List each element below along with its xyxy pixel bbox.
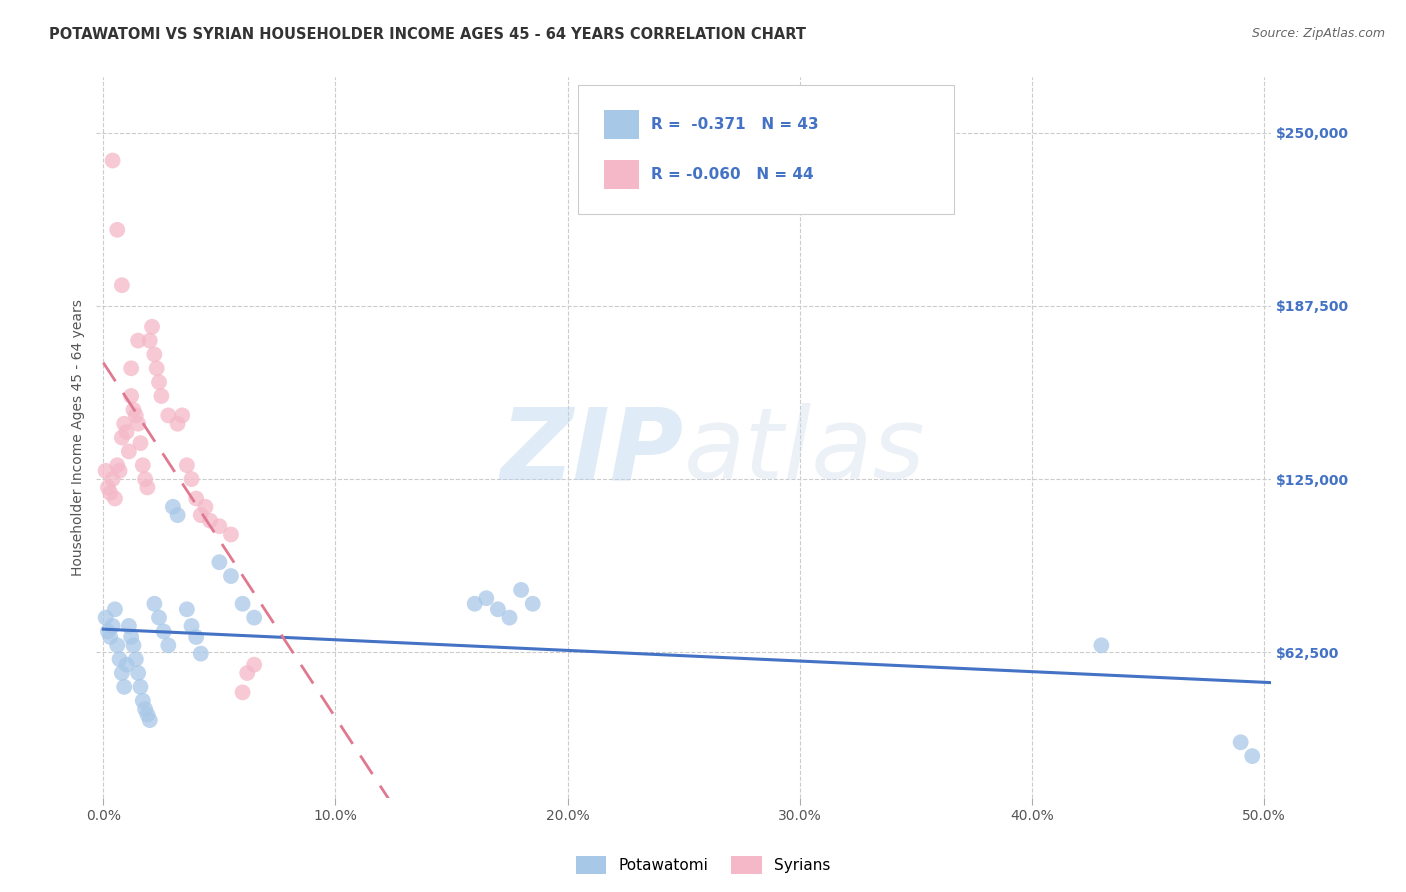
Point bbox=[186, 630, 208, 644]
Point bbox=[112, 417, 135, 431]
Point bbox=[190, 508, 212, 522]
Point bbox=[475, 591, 498, 606]
Point bbox=[243, 657, 266, 672]
Point bbox=[138, 334, 160, 348]
Bar bbox=[603, 110, 638, 138]
Bar bbox=[603, 161, 638, 189]
Point bbox=[120, 389, 142, 403]
Point bbox=[232, 597, 254, 611]
Point bbox=[104, 602, 127, 616]
Point bbox=[219, 527, 242, 541]
Point bbox=[118, 619, 141, 633]
Point bbox=[157, 409, 180, 423]
Point bbox=[108, 652, 131, 666]
Point bbox=[152, 624, 174, 639]
Point bbox=[122, 402, 145, 417]
Point bbox=[120, 630, 142, 644]
Point bbox=[498, 610, 520, 624]
Point bbox=[1241, 749, 1264, 764]
Point bbox=[232, 685, 254, 699]
Point bbox=[115, 425, 138, 439]
Point bbox=[148, 610, 170, 624]
Point bbox=[190, 647, 212, 661]
Point bbox=[208, 519, 231, 533]
Point bbox=[132, 694, 155, 708]
Point bbox=[98, 630, 121, 644]
Point bbox=[105, 458, 128, 473]
Point bbox=[101, 472, 124, 486]
Point bbox=[150, 389, 173, 403]
Point bbox=[464, 597, 486, 611]
Legend: Potawatomi, Syrians: Potawatomi, Syrians bbox=[569, 850, 837, 880]
Point bbox=[129, 680, 152, 694]
Point bbox=[176, 602, 198, 616]
Point bbox=[198, 514, 221, 528]
Text: atlas: atlas bbox=[683, 403, 925, 500]
Point bbox=[127, 666, 149, 681]
Point bbox=[132, 458, 155, 473]
Point bbox=[208, 555, 231, 569]
Point bbox=[162, 500, 184, 514]
Point bbox=[172, 409, 194, 423]
Point bbox=[136, 480, 159, 494]
Point bbox=[111, 431, 134, 445]
Point bbox=[111, 278, 134, 293]
Point bbox=[166, 508, 188, 522]
Point bbox=[105, 223, 128, 237]
Point bbox=[1090, 638, 1112, 652]
Point bbox=[180, 472, 202, 486]
Point bbox=[125, 409, 148, 423]
Point bbox=[166, 417, 188, 431]
Point bbox=[510, 582, 533, 597]
Point bbox=[111, 666, 134, 681]
Point bbox=[94, 464, 117, 478]
Point bbox=[101, 153, 124, 168]
Point bbox=[115, 657, 138, 672]
Point bbox=[97, 624, 120, 639]
FancyBboxPatch shape bbox=[578, 85, 953, 214]
Point bbox=[143, 597, 166, 611]
Point bbox=[138, 713, 160, 727]
Point bbox=[219, 569, 242, 583]
Point bbox=[486, 602, 509, 616]
Point bbox=[180, 619, 202, 633]
Point bbox=[127, 334, 149, 348]
Point bbox=[118, 444, 141, 458]
Text: Source: ZipAtlas.com: Source: ZipAtlas.com bbox=[1251, 27, 1385, 40]
Text: ZIP: ZIP bbox=[501, 403, 683, 500]
Point bbox=[148, 375, 170, 389]
Point bbox=[522, 597, 544, 611]
Point bbox=[134, 472, 156, 486]
Point bbox=[1229, 735, 1251, 749]
Point bbox=[112, 680, 135, 694]
Point bbox=[129, 436, 152, 450]
Point bbox=[145, 361, 167, 376]
Point bbox=[94, 610, 117, 624]
Point bbox=[176, 458, 198, 473]
Y-axis label: Householder Income Ages 45 - 64 years: Householder Income Ages 45 - 64 years bbox=[72, 299, 86, 576]
Point bbox=[141, 319, 163, 334]
Point bbox=[143, 347, 166, 361]
Point bbox=[236, 666, 259, 681]
Point bbox=[101, 619, 124, 633]
Point bbox=[97, 480, 120, 494]
Point bbox=[136, 707, 159, 722]
Text: R = -0.060   N = 44: R = -0.060 N = 44 bbox=[651, 168, 813, 182]
Point bbox=[243, 610, 266, 624]
Point bbox=[186, 491, 208, 506]
Point bbox=[108, 464, 131, 478]
Point bbox=[134, 702, 156, 716]
Point bbox=[105, 638, 128, 652]
Point bbox=[104, 491, 127, 506]
Point bbox=[122, 638, 145, 652]
Point bbox=[120, 361, 142, 376]
Point bbox=[157, 638, 180, 652]
Point bbox=[127, 417, 149, 431]
Point bbox=[125, 652, 148, 666]
Text: POTAWATOMI VS SYRIAN HOUSEHOLDER INCOME AGES 45 - 64 YEARS CORRELATION CHART: POTAWATOMI VS SYRIAN HOUSEHOLDER INCOME … bbox=[49, 27, 806, 42]
Point bbox=[194, 500, 217, 514]
Text: R =  -0.371   N = 43: R = -0.371 N = 43 bbox=[651, 117, 818, 132]
Point bbox=[98, 486, 121, 500]
